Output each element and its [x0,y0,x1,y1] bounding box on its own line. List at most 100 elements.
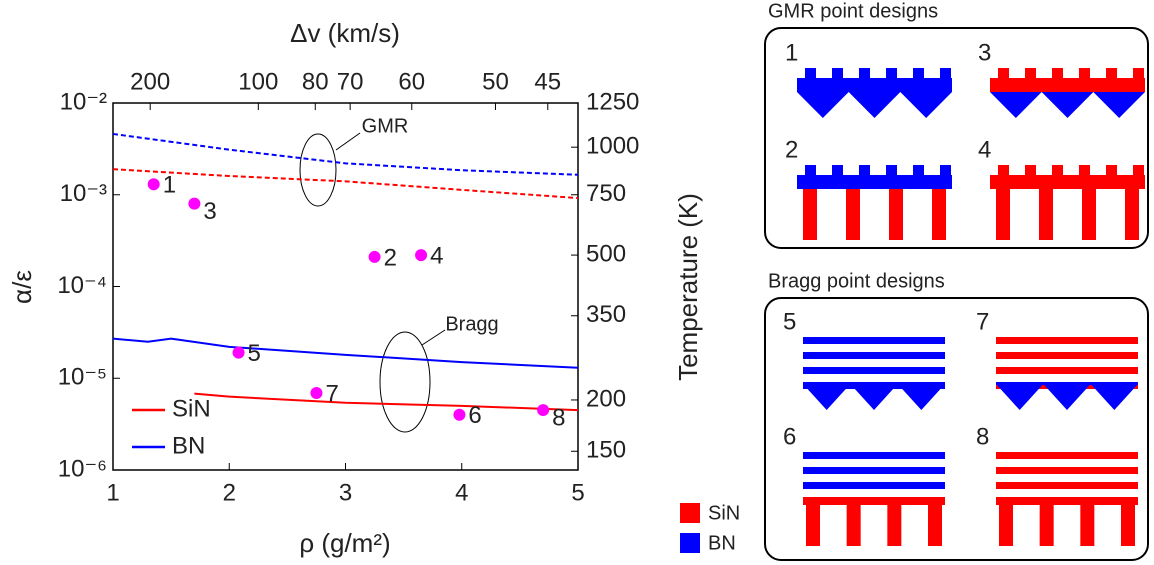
point-label: 5 [248,340,261,367]
design-shape [932,189,946,240]
design-shape [803,452,945,459]
panel-box [764,27,1149,249]
point-label: 1 [163,172,176,199]
data-point [188,197,201,210]
legend-swatch [680,533,700,553]
legend-label: BN [172,432,205,459]
point-label: 6 [468,402,481,429]
design-shape [996,352,1138,359]
x-tick-label: 4 [455,479,468,506]
y2-tick-label: 200 [586,385,626,412]
design-label: 2 [785,136,798,163]
x2-tick-label: 70 [337,68,364,95]
legend-label: SiN [172,395,211,422]
y2-tick-label: 750 [586,180,626,207]
data-point [537,404,550,417]
design-shape [1080,504,1095,546]
data-line [112,168,579,200]
data-line [112,337,579,369]
x-axis-label: ρ (g/m²) [299,528,390,558]
design-shape [1052,165,1063,176]
legend-label: SiN [708,502,740,524]
design-shape [996,367,1138,374]
design-label: 4 [978,136,991,163]
design-shape [1043,384,1091,410]
design-shape [998,68,1009,79]
x-tick-label: 5 [571,479,584,506]
x2-tick-label: 60 [398,68,425,95]
design-shape [1041,92,1094,118]
design-shape [928,504,942,546]
y-tick-label: 10⁻² [60,88,107,115]
y2-tick-label: 350 [586,301,626,328]
annotation: GMR [362,115,409,137]
design-shape [996,189,1010,240]
annotation-leader [335,132,361,151]
design-label: 7 [976,308,989,335]
design-shape [996,382,1138,385]
design-shape [1133,68,1144,79]
annotation-ellipse [299,133,337,207]
x2-axis-label: Δv (km/s) [290,18,400,48]
design-shape [886,68,897,79]
design-shape [803,382,945,385]
x-tick-label: 2 [223,479,236,506]
design-label: 8 [976,423,989,450]
data-line [194,392,579,412]
data-point [415,249,428,262]
data-point [232,346,245,359]
design-shape [1079,165,1090,176]
design-shape [803,367,945,374]
y-axis-label: α/ε [7,270,37,304]
point-label: 3 [203,198,216,225]
y-tick-label: 10⁻⁶ [58,455,107,482]
y2-tick-label: 150 [586,437,626,464]
design-shape [803,352,945,359]
design-shape [887,504,902,546]
design-shape [803,384,851,410]
design-shape [999,504,1013,546]
design-shape [805,165,816,176]
design-label: 3 [978,39,991,66]
design-shape [797,92,849,118]
panel-title: Bragg point designs [768,270,945,292]
design-shape [1025,68,1036,79]
data-point [310,387,323,400]
x2-tick-label: 45 [534,68,561,95]
design-shape [803,482,945,489]
point-label: 7 [325,380,338,407]
design-shape [940,165,951,176]
y-tick-label: 10⁻⁴ [57,272,107,299]
data-point [368,250,381,263]
annotation-ellipse [379,331,431,433]
design-shape [897,384,945,410]
design-label: 5 [783,308,796,335]
design-shape [1121,504,1135,546]
point-label: 2 [384,244,397,271]
y2-tick-label: 1250 [586,88,639,115]
design-shape [900,92,952,118]
design-shape [1079,68,1090,79]
design-shape [996,337,1138,344]
design-shape [1025,165,1036,176]
design-shape [1090,384,1138,410]
data-point [453,408,466,421]
design-label: 1 [785,39,798,66]
design-shape [806,504,820,546]
design-shape [990,78,1145,92]
design-shape [889,189,903,240]
design-shape [996,452,1138,459]
design-shape [940,68,951,79]
y2-axis-label: Temperature (K) [673,193,703,381]
design-shape [913,165,924,176]
design-shape [805,68,816,79]
design-shape [832,165,843,176]
design-shape [1106,68,1117,79]
design-shape [1133,165,1144,176]
design-shape [797,78,952,92]
x2-tick-label: 100 [238,68,278,95]
design-shape [990,175,1145,189]
x-tick-label: 3 [339,479,352,506]
design-shape [803,497,945,505]
